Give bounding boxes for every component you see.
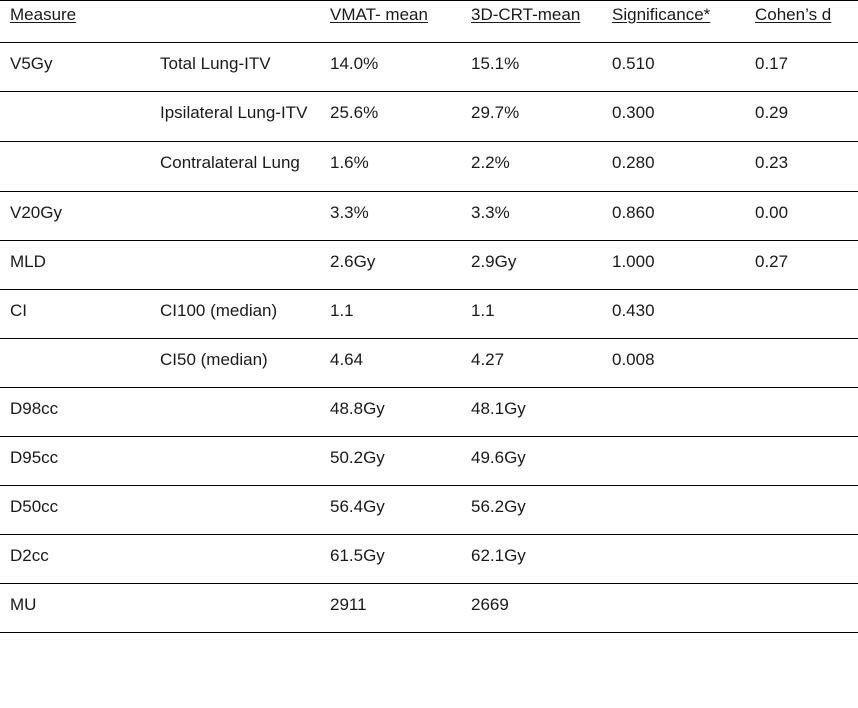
cell-significance: 0.280: [612, 153, 655, 172]
header-cohens-d: Cohen’s d: [755, 5, 832, 24]
cell-significance: [602, 535, 745, 584]
cell-vmat: 61.5Gy: [330, 546, 385, 565]
results-table: Measure VMAT- mean 3D-CRT-mean Significa…: [0, 0, 858, 633]
cell-measure: D2cc: [10, 546, 49, 565]
cell-cohens-d: 0.23: [755, 153, 789, 172]
cell-3dcrt: 2.9Gy: [471, 252, 517, 271]
cell-cohens-d: [745, 437, 858, 486]
cell-significance: [602, 388, 745, 437]
cell-measure: D95cc: [10, 448, 59, 467]
cell-significance: 1.000: [612, 252, 655, 271]
cell-measure: [0, 142, 150, 192]
cell-measure: CI: [10, 301, 27, 320]
cell-cohens-d: 0.17: [755, 54, 789, 73]
table-row: V5Gy Total Lung-ITV 14.0% 15.1% 0.510 0.…: [0, 43, 858, 92]
table-row: Contralateral Lung 1.6% 2.2% 0.280 0.23: [0, 142, 858, 192]
table-row: D98cc 48.8Gy 48.1Gy: [0, 388, 858, 437]
header-measure: Measure: [10, 5, 77, 24]
table-row: D2cc 61.5Gy 62.1Gy: [0, 535, 858, 584]
cell-3dcrt: 1.1: [471, 301, 495, 320]
cell-significance: 0.430: [612, 301, 655, 320]
cell-significance: [602, 584, 745, 633]
cell-cohens-d: [745, 290, 858, 339]
cell-cohens-d: [745, 535, 858, 584]
cell-vmat: 4.64: [330, 350, 364, 369]
table-row: CI CI100 (median) 1.1 1.1 0.430: [0, 290, 858, 339]
cell-vmat: 2.6Gy: [330, 252, 376, 271]
header-vmat-mean: VMAT- mean: [330, 5, 428, 24]
cell-significance: [602, 437, 745, 486]
cell-3dcrt: 48.1Gy: [471, 399, 526, 418]
cell-cohens-d: [745, 339, 858, 388]
cell-submeasure: Total Lung-ITV: [160, 54, 271, 73]
cell-3dcrt: 56.2Gy: [471, 497, 526, 516]
table-row: CI50 (median) 4.64 4.27 0.008: [0, 339, 858, 388]
cell-3dcrt: 2669: [471, 595, 509, 614]
header-submeasure: [150, 1, 320, 43]
cell-submeasure: [150, 241, 320, 290]
cell-measure: [0, 339, 150, 388]
cell-3dcrt: 62.1Gy: [471, 546, 526, 565]
header-row: Measure VMAT- mean 3D-CRT-mean Significa…: [0, 0, 858, 43]
cell-submeasure: [150, 535, 320, 584]
table-row: D95cc 50.2Gy 49.6Gy: [0, 437, 858, 486]
header-3dcrt-mean: 3D-CRT-mean: [471, 5, 581, 24]
cell-3dcrt: 4.27: [471, 350, 505, 369]
cell-measure: V5Gy: [10, 54, 53, 73]
cell-measure: MU: [10, 595, 37, 614]
cell-cohens-d: [745, 486, 858, 535]
cell-3dcrt: 15.1%: [471, 54, 520, 73]
cell-submeasure: [150, 486, 320, 535]
cell-significance: 0.510: [612, 54, 655, 73]
cell-vmat: 48.8Gy: [330, 399, 385, 418]
cell-submeasure: [150, 192, 320, 241]
cell-submeasure: Ipsilateral Lung-ITV: [160, 103, 308, 122]
table-row: MLD 2.6Gy 2.9Gy 1.000 0.27: [0, 241, 858, 290]
cell-vmat: 14.0%: [330, 54, 379, 73]
cell-submeasure: [150, 584, 320, 633]
cell-3dcrt: 49.6Gy: [471, 448, 526, 467]
cell-measure: D50cc: [10, 497, 59, 516]
cell-measure: D98cc: [10, 399, 59, 418]
cell-cohens-d: 0.00: [755, 203, 789, 222]
cell-measure: [0, 92, 150, 142]
cell-measure: V20Gy: [10, 203, 62, 222]
cell-submeasure: Contralateral Lung: [160, 153, 300, 172]
cell-measure: MLD: [10, 252, 46, 271]
cell-significance: 0.860: [612, 203, 655, 222]
cell-submeasure: [150, 437, 320, 486]
cell-submeasure: [150, 388, 320, 437]
cell-vmat: 3.3%: [330, 203, 369, 222]
cell-significance: 0.300: [612, 103, 655, 122]
cell-vmat: 1.1: [330, 301, 354, 320]
cell-submeasure: CI100 (median): [160, 301, 278, 320]
table-row: V20Gy 3.3% 3.3% 0.860 0.00: [0, 192, 858, 241]
table-row: D50cc 56.4Gy 56.2Gy: [0, 486, 858, 535]
cell-3dcrt: 3.3%: [471, 203, 510, 222]
cell-3dcrt: 29.7%: [471, 103, 520, 122]
cell-vmat: 50.2Gy: [330, 448, 385, 467]
cell-significance: [602, 486, 745, 535]
cell-3dcrt: 2.2%: [471, 153, 510, 172]
cell-cohens-d: 0.29: [755, 103, 789, 122]
cell-vmat: 56.4Gy: [330, 497, 385, 516]
cell-vmat: 1.6%: [330, 153, 369, 172]
cell-submeasure: CI50 (median): [160, 350, 268, 369]
cell-vmat: 25.6%: [330, 103, 379, 122]
cell-cohens-d: [745, 388, 858, 437]
cell-vmat: 2911: [330, 595, 367, 614]
header-significance: Significance*: [612, 5, 711, 24]
cell-cohens-d: 0.27: [755, 252, 789, 271]
table-row: Ipsilateral Lung-ITV 25.6% 29.7% 0.300 0…: [0, 92, 858, 142]
cell-significance: 0.008: [612, 350, 655, 369]
cell-cohens-d: [745, 584, 858, 633]
table-row: MU 2911 2669: [0, 584, 858, 633]
